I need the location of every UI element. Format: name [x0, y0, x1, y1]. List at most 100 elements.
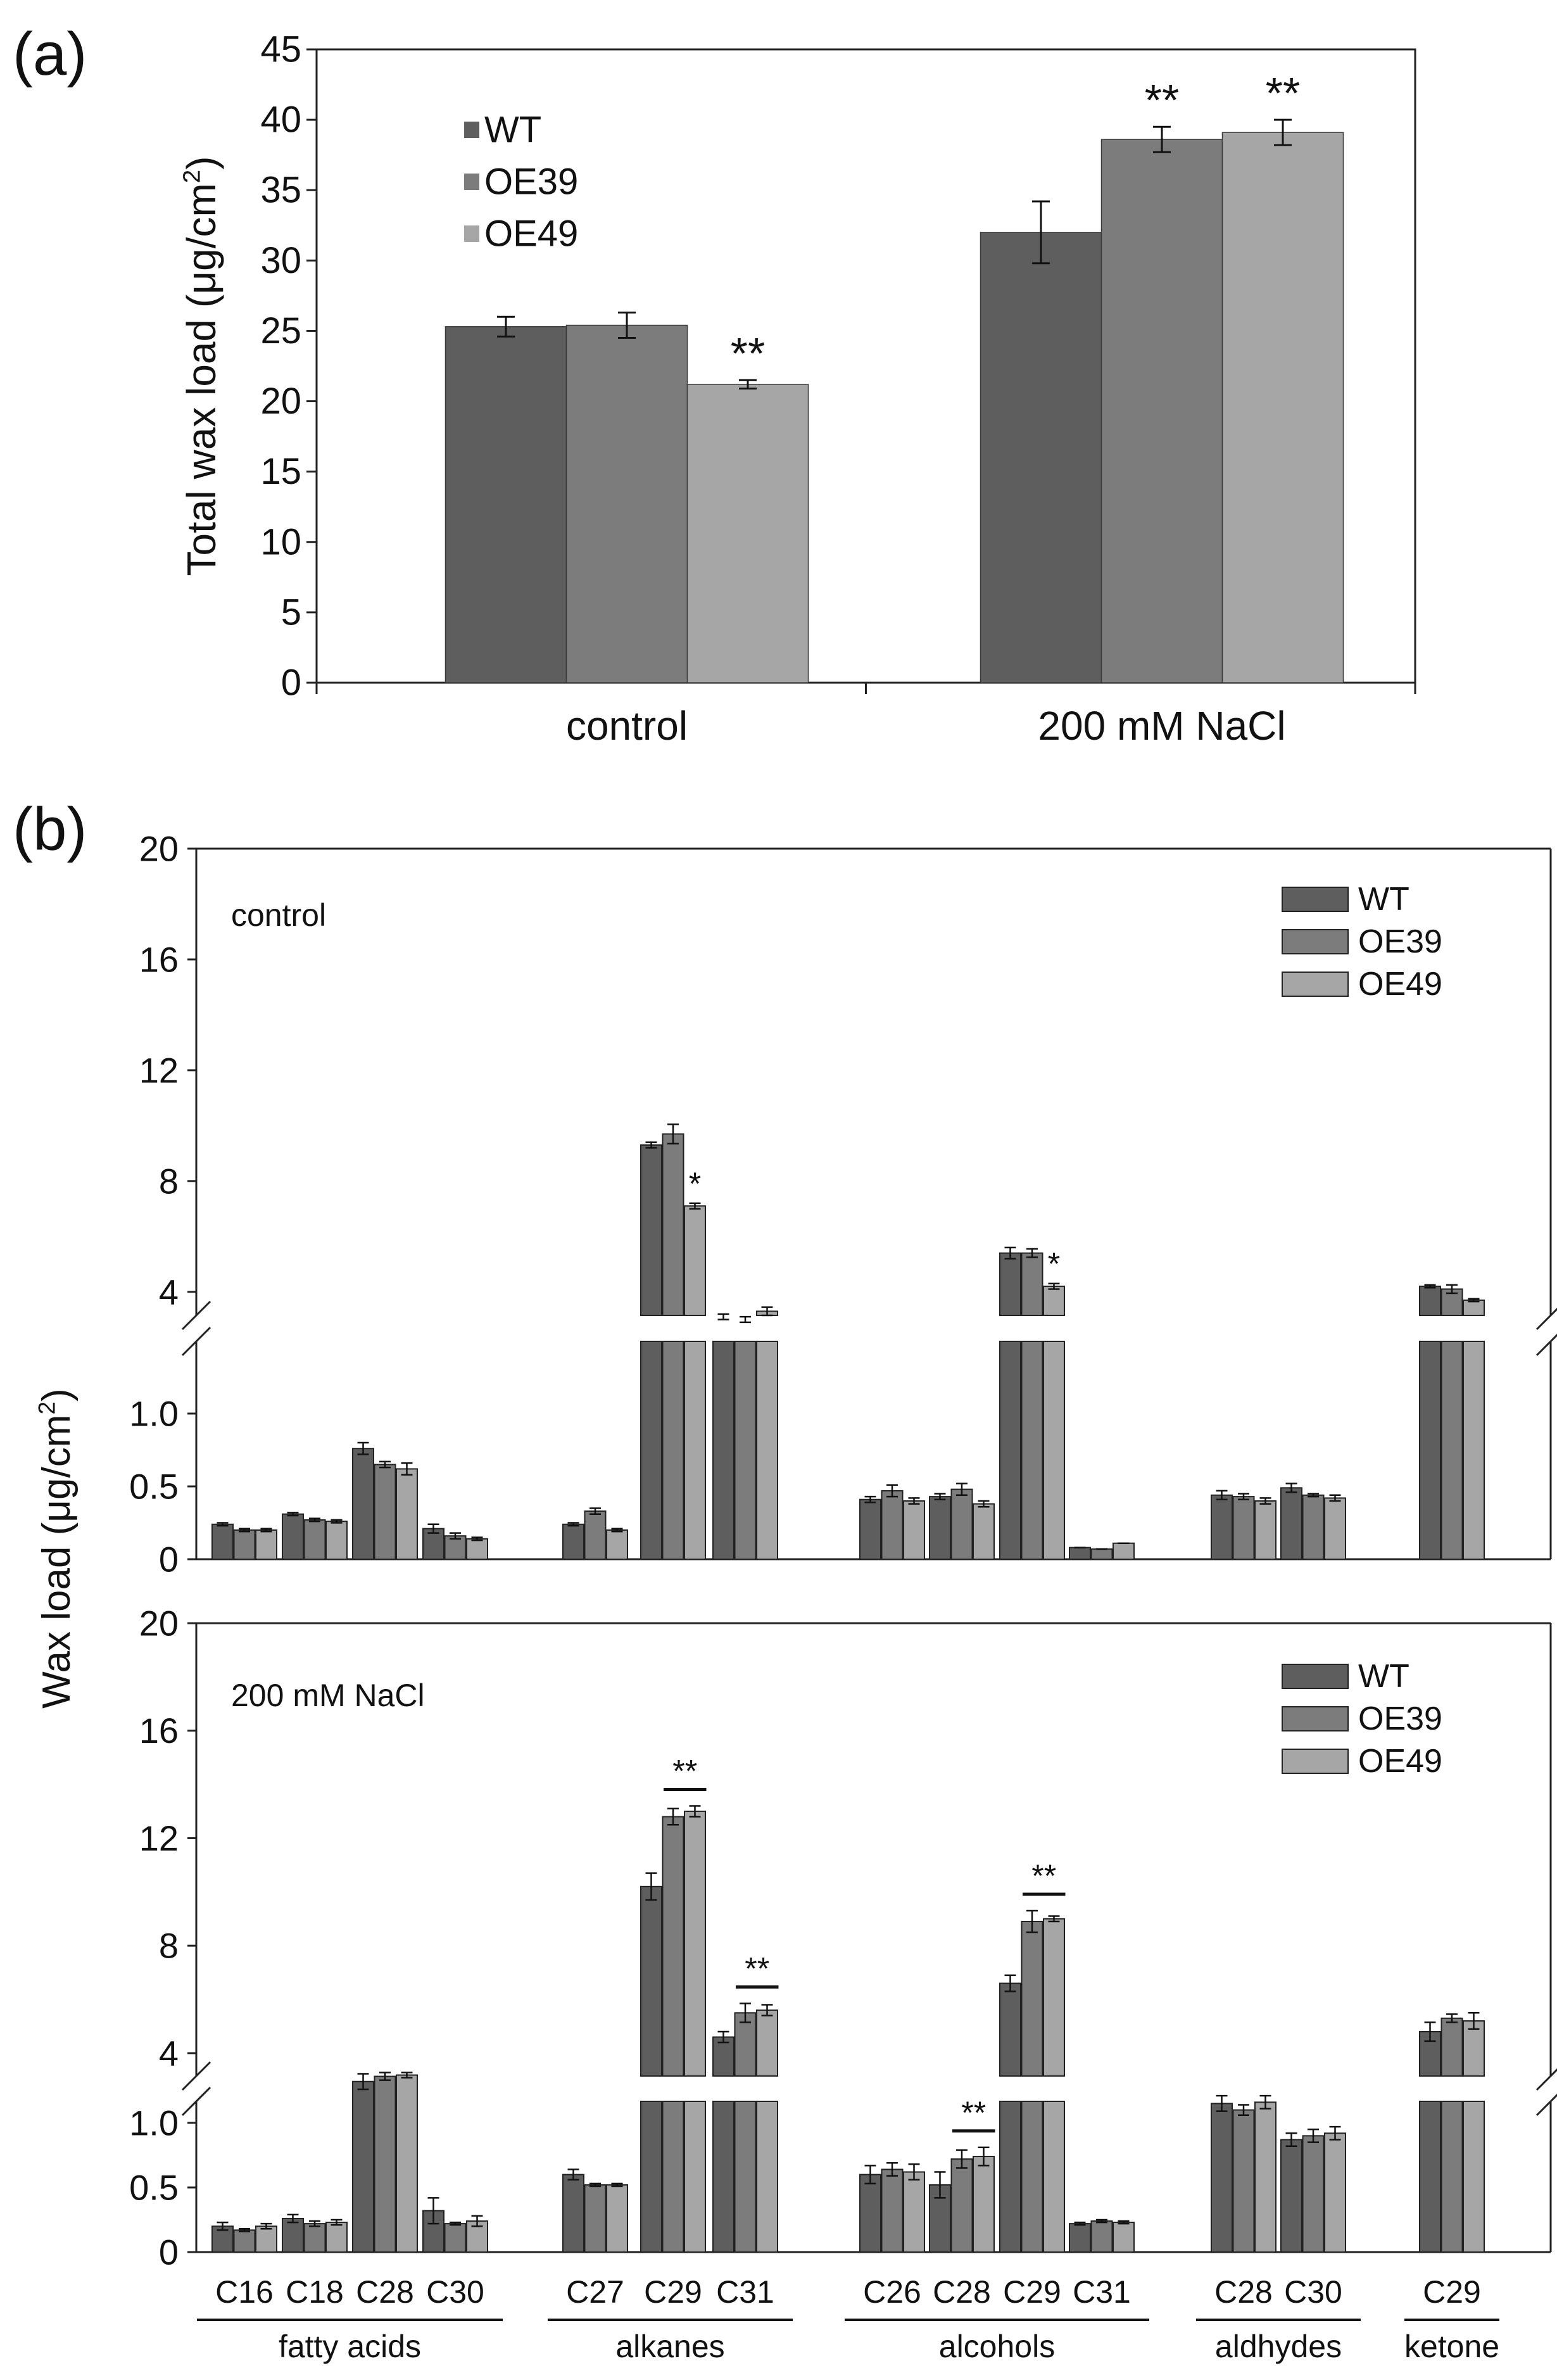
bar-OE39-8 [950, 2158, 973, 2253]
legend-label-OE49: OE49 [484, 213, 578, 255]
bar-WT-12 [1280, 2139, 1302, 2253]
subpanel-b-nacl: 4 8 12 16 20 0 0.5 1.0 ** ** ** ** 200 mM NaCl WT OE39… [129, 1604, 1557, 2272]
bar-WT-2 [352, 1448, 374, 1560]
panel-condition-label: control [231, 897, 326, 933]
y-tick-label: 25 [260, 310, 301, 351]
error-bar [1274, 118, 1292, 146]
legend-label-OE39: OE39 [1358, 1700, 1442, 1737]
legend-label-WT: WT [484, 110, 541, 151]
bar-OE49-1 [1221, 132, 1344, 683]
bar-OE39-7 [881, 1490, 904, 1560]
x-category-label: C29 [1423, 2274, 1481, 2310]
error-bar [761, 1306, 773, 1317]
bar-WT-0 [444, 326, 567, 683]
error-bar [450, 1532, 461, 1540]
bar-OE39-5-upper [662, 1816, 684, 2077]
error-bar [1216, 2094, 1228, 2112]
x-category-label: 200 mM NaCl [1038, 703, 1285, 749]
bar-WT-7 [859, 1498, 881, 1560]
bar-OE39-0 [233, 2229, 256, 2253]
error-bar [217, 2221, 229, 2231]
y-axis-label-b: Wax load (μg/cm2) [33, 1388, 79, 1708]
bar-OE49-12 [1324, 2132, 1346, 2253]
y-tick-label: 1.0 [129, 2103, 179, 2143]
legend-label-OE39: OE39 [484, 161, 578, 203]
y-tick-label: 20 [139, 829, 179, 869]
y-axis-label-b-sup: 2 [33, 1402, 60, 1415]
error-bar [287, 2213, 299, 2224]
error-bar [217, 1522, 229, 1527]
bar-WT-5-upper [640, 1144, 662, 1317]
bar-OE39-13-upper [1440, 2017, 1463, 2077]
bar-WT-0 [211, 1523, 234, 1560]
bar-WT-9-upper [999, 1982, 1021, 2077]
legend-swatch-WT [1282, 1664, 1349, 1689]
bar-OE39-4 [584, 1510, 607, 1560]
error-bar [1048, 1915, 1060, 1923]
panel-label-a: (a) [13, 20, 87, 88]
error-bar [1308, 1493, 1319, 1498]
bar-OE39-1 [1100, 139, 1223, 683]
bar-WT-5-lower [640, 1341, 662, 1560]
error-bar [864, 1495, 876, 1503]
bar-OE39-5-upper [662, 1133, 684, 1316]
error-bar [401, 2072, 413, 2079]
bar-WT-1 [282, 1513, 304, 1560]
bar-OE49-4 [606, 2184, 628, 2253]
error-bar [908, 1497, 920, 1505]
legend-label-WT: WT [1358, 1658, 1409, 1695]
legend: WT OE39 OE49 [1282, 881, 1442, 1003]
bar-OE49-2 [396, 1468, 418, 1560]
bar-OE49-3 [466, 1538, 488, 1560]
legend-swatch-OE39 [1282, 1706, 1349, 1731]
bar-WT-12 [1280, 1487, 1302, 1560]
x-category-label: control [566, 703, 688, 749]
error-bar [761, 2004, 773, 2016]
y-tick-label: 0 [159, 2232, 179, 2272]
bar-OE49-5-upper [684, 1205, 706, 1316]
error-bar [956, 2149, 968, 2169]
legend-swatch-WT [1282, 887, 1349, 912]
bar-OE39-8 [950, 1488, 973, 1560]
error-bar [1118, 2220, 1130, 2225]
bar-OE49-8 [973, 1503, 995, 1560]
bar-OE49-13-upper [1463, 1299, 1485, 1316]
y-tick-label: 0.5 [129, 2168, 179, 2208]
bar-OE39-13-lower [1440, 2101, 1463, 2253]
bar-OE49-0 [255, 2225, 277, 2253]
bar-OE39-9-upper [1021, 1921, 1043, 2077]
error-bar [589, 2182, 601, 2187]
error-bar [1026, 1909, 1038, 1934]
bar-OE39-7 [881, 2168, 904, 2253]
y-tick-label: 12 [139, 1050, 179, 1090]
bar-OE49-13-upper [1463, 2020, 1485, 2077]
y-tick-label: 0.5 [129, 1467, 179, 1507]
bar-WT-9-lower [999, 2101, 1021, 2253]
error-bar [645, 1872, 657, 1901]
bar-OE39-9-lower [1021, 1341, 1043, 1560]
bar-WT-5-lower [640, 2101, 662, 2253]
bar-WT-13-lower [1419, 2101, 1441, 2253]
y-axis-label-close: ) [179, 156, 224, 170]
legend-swatch-OE39 [1282, 929, 1349, 954]
bar-WT-1 [282, 2217, 304, 2253]
x-category-label: C28 [933, 2274, 991, 2310]
bar-OE39-6-upper [734, 2012, 757, 2077]
error-bar [611, 2182, 623, 2187]
legend-label-OE49: OE49 [1358, 966, 1442, 1003]
error-bar [471, 1536, 483, 1541]
error-bar [1032, 200, 1050, 265]
error-bar [934, 2171, 946, 2199]
bar-OE49-6-upper [756, 2010, 778, 2077]
error-bar [567, 2168, 579, 2181]
bar-OE49-12 [1324, 1497, 1346, 1560]
error-bar [1026, 1248, 1038, 1258]
legend-swatch-OE49 [1282, 972, 1349, 997]
group-label: ketone [1404, 2329, 1499, 2364]
error-bar [864, 2165, 876, 2185]
error-bar [667, 1123, 679, 1145]
bar-OE49-11 [1254, 2101, 1276, 2253]
bar-OE39-10 [1090, 2220, 1113, 2253]
y-tick-label: 0 [159, 1540, 179, 1579]
